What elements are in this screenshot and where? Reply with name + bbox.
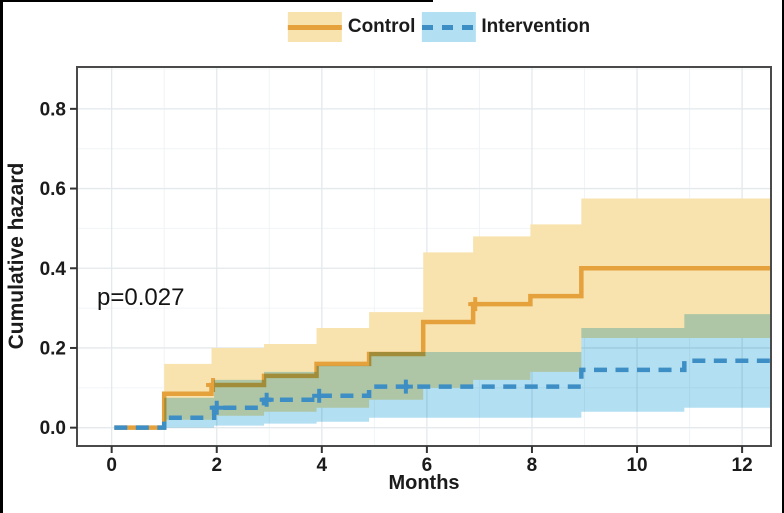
- legend: Control Intervention: [287, 12, 591, 42]
- svg-text:0.2: 0.2: [40, 338, 66, 359]
- svg-text:0.8: 0.8: [40, 99, 66, 120]
- p-value-annotation: p=0.027: [97, 284, 185, 311]
- svg-text:0.6: 0.6: [40, 179, 66, 200]
- figure-border-top: [0, 0, 433, 2]
- axis-ticks: [70, 107, 744, 453]
- legend-label-control: Control: [347, 16, 416, 37]
- figure-border-right: [782, 0, 784, 513]
- intervention-line-sample: [421, 24, 476, 30]
- figure-border-left: [0, 0, 3, 513]
- legend-key-control: [287, 12, 342, 42]
- censor-marks-intervention: [209, 379, 413, 415]
- svg-text:6: 6: [422, 455, 433, 476]
- svg-text:0.0: 0.0: [40, 418, 66, 439]
- svg-text:2: 2: [211, 455, 222, 476]
- panel-border: [76, 66, 772, 447]
- panel-content: [77, 67, 771, 446]
- x-axis-title: Months: [388, 472, 460, 494]
- svg-text:8: 8: [527, 455, 538, 476]
- legend-key-intervention: [421, 12, 476, 42]
- svg-text:0: 0: [106, 455, 117, 476]
- censor-marks-control: [206, 297, 483, 393]
- svg-text:0.4: 0.4: [40, 259, 67, 280]
- svg-text:4: 4: [317, 455, 328, 476]
- legend-label-intervention: Intervention: [481, 16, 591, 37]
- intervention-confidence-band: [164, 314, 771, 428]
- y-tick-labels: 0.0 0.2 0.4 0.6 0.8: [40, 99, 67, 439]
- control-line-sample: [287, 24, 342, 30]
- svg-text:12: 12: [732, 455, 753, 476]
- y-axis-title: Cumulative hazard: [5, 162, 28, 350]
- svg-text:10: 10: [626, 455, 647, 476]
- x-tick-labels: 0 2 4 6 8 10 12: [106, 455, 752, 476]
